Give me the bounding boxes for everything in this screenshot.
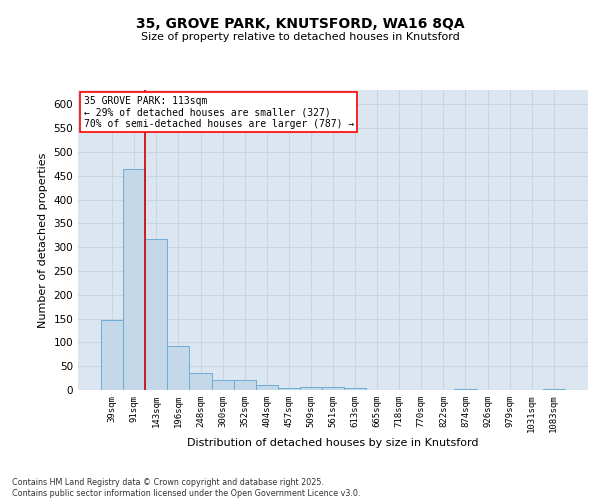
Bar bbox=[233, 380, 256, 390]
Bar bbox=[278, 388, 300, 390]
Bar bbox=[212, 380, 233, 390]
Text: 35, GROVE PARK, KNUTSFORD, WA16 8QA: 35, GROVE PARK, KNUTSFORD, WA16 8QA bbox=[136, 18, 464, 32]
Y-axis label: Number of detached properties: Number of detached properties bbox=[38, 152, 48, 328]
Bar bbox=[322, 387, 344, 390]
Bar bbox=[190, 373, 212, 390]
X-axis label: Distribution of detached houses by size in Knutsford: Distribution of detached houses by size … bbox=[187, 438, 479, 448]
Bar bbox=[543, 388, 565, 390]
Bar bbox=[101, 320, 123, 390]
Text: Contains HM Land Registry data © Crown copyright and database right 2025.
Contai: Contains HM Land Registry data © Crown c… bbox=[12, 478, 361, 498]
Bar bbox=[123, 168, 145, 390]
Bar bbox=[300, 386, 322, 390]
Bar bbox=[256, 385, 278, 390]
Bar bbox=[145, 238, 167, 390]
Bar bbox=[167, 346, 190, 390]
Bar bbox=[454, 389, 476, 390]
Text: 35 GROVE PARK: 113sqm
← 29% of detached houses are smaller (327)
70% of semi-det: 35 GROVE PARK: 113sqm ← 29% of detached … bbox=[83, 96, 354, 129]
Text: Size of property relative to detached houses in Knutsford: Size of property relative to detached ho… bbox=[140, 32, 460, 42]
Bar bbox=[344, 388, 366, 390]
